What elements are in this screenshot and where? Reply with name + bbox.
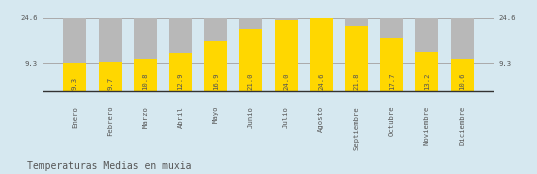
- Bar: [99, 18, 121, 91]
- Text: 16.9: 16.9: [213, 73, 219, 90]
- Bar: [240, 18, 263, 91]
- Text: 9.7: 9.7: [107, 77, 113, 90]
- Text: 21.8: 21.8: [353, 73, 359, 90]
- Text: 12.9: 12.9: [178, 73, 184, 90]
- Bar: [63, 18, 86, 91]
- Bar: [169, 53, 192, 91]
- Text: 9.3: 9.3: [72, 77, 78, 90]
- Bar: [274, 20, 297, 91]
- Bar: [451, 60, 474, 91]
- Bar: [134, 59, 157, 91]
- Text: 10.6: 10.6: [459, 73, 465, 90]
- Bar: [345, 26, 368, 91]
- Text: 24.0: 24.0: [283, 73, 289, 90]
- Bar: [416, 18, 438, 91]
- Bar: [380, 38, 403, 91]
- Bar: [240, 29, 263, 91]
- Bar: [134, 18, 157, 91]
- Text: Temperaturas Medias en muxia: Temperaturas Medias en muxia: [27, 161, 191, 171]
- Bar: [204, 18, 227, 91]
- Bar: [99, 62, 121, 91]
- Text: 24.6: 24.6: [318, 73, 324, 90]
- Bar: [169, 18, 192, 91]
- Bar: [310, 18, 333, 91]
- Text: 17.7: 17.7: [389, 73, 395, 90]
- Bar: [310, 18, 333, 91]
- Bar: [204, 41, 227, 91]
- Bar: [380, 18, 403, 91]
- Bar: [451, 18, 474, 91]
- Bar: [274, 18, 297, 91]
- Text: 21.0: 21.0: [248, 73, 254, 90]
- Text: 10.8: 10.8: [142, 73, 148, 90]
- Bar: [63, 63, 86, 91]
- Text: 13.2: 13.2: [424, 73, 430, 90]
- Bar: [345, 18, 368, 91]
- Bar: [416, 52, 438, 91]
